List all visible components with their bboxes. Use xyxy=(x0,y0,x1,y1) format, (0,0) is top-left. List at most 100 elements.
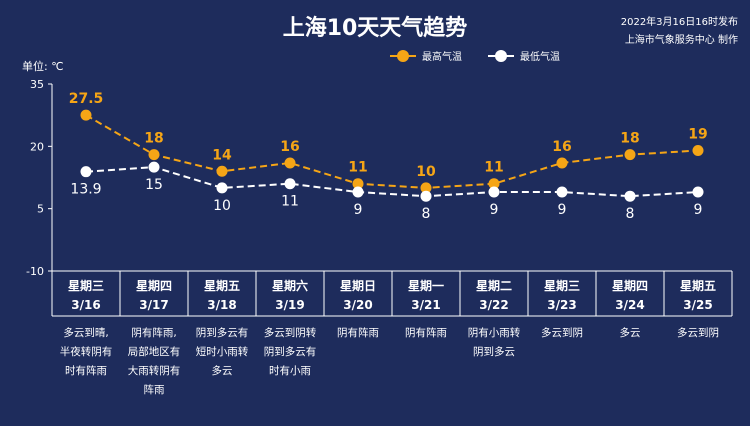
high-temp-label: 11 xyxy=(484,160,503,176)
day-weekday: 星期一 xyxy=(408,278,444,293)
high-temp-point xyxy=(624,149,636,161)
day-date: 3/21 xyxy=(411,298,440,312)
low-temp-label: 11 xyxy=(281,194,299,210)
day-weekday: 星期四 xyxy=(612,278,648,293)
high-temp-point xyxy=(556,157,568,169)
day-date: 3/18 xyxy=(207,298,236,312)
day-date: 3/24 xyxy=(615,298,644,312)
low-temp-point xyxy=(216,182,228,194)
weather-text: 多云 xyxy=(212,364,233,377)
low-temp-label: 8 xyxy=(422,206,431,222)
high-temp-label: 10 xyxy=(416,164,436,180)
low-temp-point xyxy=(284,178,296,190)
high-temp-point xyxy=(692,144,704,156)
high-temp-point xyxy=(488,178,500,190)
high-temp-label: 11 xyxy=(348,160,367,176)
weather-text: 多云 xyxy=(620,326,641,339)
high-temp-label: 27.5 xyxy=(69,91,104,107)
weather-text: 阵雨 xyxy=(144,383,165,396)
high-temp-label: 16 xyxy=(552,139,571,155)
low-temp-point xyxy=(488,186,500,198)
legend-label-low: 最低气温 xyxy=(520,52,560,63)
weather-text: 多云到晴, xyxy=(63,326,108,339)
publish-info: 2022年3月16日16时发布 上海市气象服务中心 制作 xyxy=(621,14,738,50)
publish-time: 2022年3月16日16时发布 xyxy=(620,17,738,28)
day-date: 3/22 xyxy=(479,298,508,312)
day-date: 3/23 xyxy=(547,298,576,312)
low-temp-label: 9 xyxy=(558,202,567,218)
high-temp-point xyxy=(352,178,364,190)
low-temp-point xyxy=(80,166,92,178)
weather-text: 短时小雨转 xyxy=(196,345,249,358)
unit-label: 单位: ℃ xyxy=(22,60,64,73)
low-temp-point xyxy=(420,190,432,202)
weather-text: 半夜转阴有 xyxy=(60,345,113,358)
low-temp-label: 13.9 xyxy=(70,182,101,198)
weather-text: 多云到阴 xyxy=(541,326,583,339)
high-temp-swatch xyxy=(390,49,416,62)
low-temp-label: 9 xyxy=(694,202,703,218)
weather-text: 阴有小雨转 xyxy=(468,326,521,339)
weather-text: 阴到多云有 xyxy=(264,345,317,358)
weather-text: 局部地区有 xyxy=(128,345,181,358)
day-date: 3/17 xyxy=(139,298,168,312)
low-temp-point xyxy=(624,190,636,202)
high-temp-point xyxy=(148,149,160,161)
weather-text: 时有阵雨 xyxy=(65,364,107,377)
day-weekday: 星期四 xyxy=(136,278,172,293)
low-temp-label: 15 xyxy=(145,177,163,193)
weather-text: 阴有阵雨 xyxy=(337,326,379,339)
legend-item-low: 最低气温 xyxy=(488,48,560,63)
legend-label-high: 最高气温 xyxy=(422,52,462,63)
legend: 最高气温 最低气温 xyxy=(390,48,586,63)
low-temp-point xyxy=(692,186,704,198)
weather-text: 阴到多云有 xyxy=(196,326,249,339)
low-temp-label: 9 xyxy=(354,202,363,218)
legend-item-high: 最高气温 xyxy=(390,48,462,63)
weather-text: 阴有阵雨, xyxy=(131,326,176,339)
high-temp-label: 14 xyxy=(212,147,232,163)
high-temp-point xyxy=(80,109,92,121)
low-temp-label: 9 xyxy=(490,202,499,218)
high-temp-label: 18 xyxy=(620,131,639,147)
day-date: 3/20 xyxy=(343,298,372,312)
day-weekday: 星期二 xyxy=(476,278,512,293)
day-weekday: 星期六 xyxy=(272,278,308,293)
day-weekday: 星期三 xyxy=(68,278,104,293)
day-weekday: 星期五 xyxy=(680,278,716,293)
day-date: 3/16 xyxy=(71,298,100,312)
weather-text: 时有小雨 xyxy=(269,364,311,377)
low-temp-line xyxy=(85,166,699,198)
weather-text: 阴有阵雨 xyxy=(405,326,447,339)
high-temp-point xyxy=(216,165,228,177)
high-temp-label: 19 xyxy=(688,126,707,142)
low-temp-point xyxy=(148,161,160,173)
y-tick-label: 20 xyxy=(30,140,44,153)
high-temp-label: 16 xyxy=(280,139,299,155)
y-tick-label: -10 xyxy=(26,265,44,278)
low-temp-point xyxy=(556,186,568,198)
page-title: 上海10天天气趋势 xyxy=(282,16,468,41)
weather-text: 大雨转阴有 xyxy=(128,364,181,377)
y-tick-label: 5 xyxy=(37,203,44,216)
day-date: 3/25 xyxy=(683,298,712,312)
high-temp-label: 18 xyxy=(144,131,163,147)
low-temp-swatch xyxy=(488,49,514,62)
weather-text: 多云到阴转 xyxy=(264,326,317,339)
day-weekday: 星期五 xyxy=(204,278,240,293)
high-temp-point xyxy=(284,157,296,169)
low-temp-label: 8 xyxy=(626,206,635,222)
publisher: 上海市气象服务中心 制作 xyxy=(624,35,738,46)
day-weekday: 星期日 xyxy=(340,278,376,293)
day-date: 3/19 xyxy=(275,298,304,312)
low-temp-label: 10 xyxy=(213,198,231,214)
weather-text: 多云到阴 xyxy=(677,326,719,339)
high-temp-line xyxy=(85,114,699,189)
weather-text: 阴到多云 xyxy=(473,345,515,358)
y-tick-label: 35 xyxy=(30,78,44,91)
high-temp-point xyxy=(420,182,432,194)
low-temp-point xyxy=(352,186,364,198)
day-weekday: 星期三 xyxy=(544,278,580,293)
